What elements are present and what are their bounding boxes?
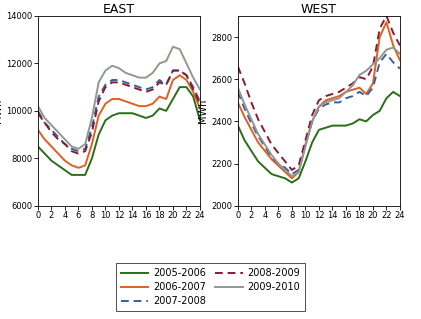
Title: WEST: WEST xyxy=(301,3,337,16)
Y-axis label: MWh: MWh xyxy=(0,99,3,123)
Legend: 2005-2006, 2006-2007, 2007-2008, 2008-2009, 2009-2010: 2005-2006, 2006-2007, 2007-2008, 2008-20… xyxy=(116,263,305,311)
Title: EAST: EAST xyxy=(103,3,135,16)
Y-axis label: MWh: MWh xyxy=(198,99,208,123)
